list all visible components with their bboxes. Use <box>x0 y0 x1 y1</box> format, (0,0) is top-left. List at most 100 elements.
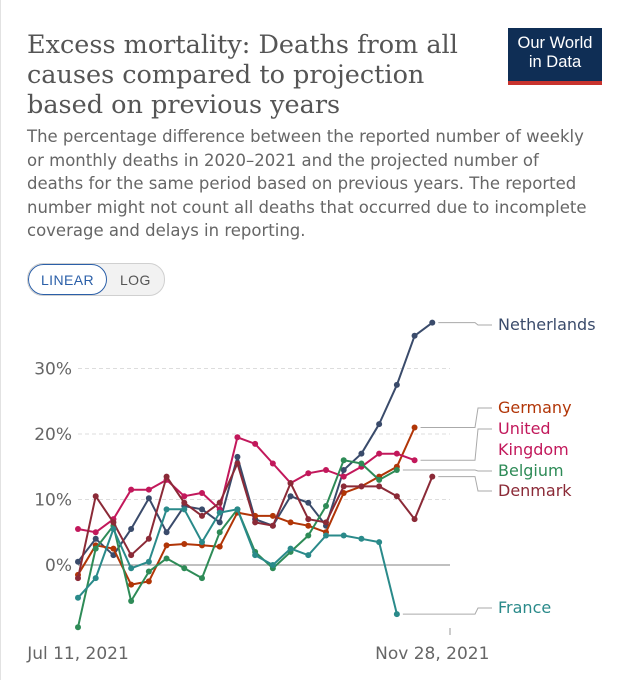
data-point <box>340 457 347 464</box>
data-point <box>75 558 81 565</box>
data-point <box>216 543 223 550</box>
data-point <box>269 512 276 519</box>
data-point <box>163 542 170 549</box>
data-point <box>145 568 152 575</box>
data-point <box>340 532 347 539</box>
data-point <box>340 473 347 480</box>
data-point <box>305 552 312 559</box>
data-point <box>145 495 152 502</box>
x-tick-label: Jul 11, 2021 <box>26 644 129 664</box>
data-point <box>411 424 418 431</box>
data-point <box>305 499 312 506</box>
logo-line-1: Our World <box>517 34 593 52</box>
data-point <box>181 565 188 572</box>
data-point <box>181 499 188 506</box>
data-point <box>393 467 400 474</box>
data-point <box>199 575 205 582</box>
data-point <box>128 581 135 588</box>
data-point <box>252 440 259 447</box>
data-point <box>287 519 294 526</box>
data-point <box>393 381 400 388</box>
data-point <box>269 460 276 467</box>
series-label: Germany <box>498 398 572 417</box>
data-point <box>110 525 117 532</box>
data-point <box>163 506 170 513</box>
owid-logo[interactable]: Our World in Data <box>508 28 602 85</box>
data-point <box>145 486 152 493</box>
data-point <box>305 522 312 529</box>
data-point <box>429 319 436 326</box>
chart-subtitle: The percentage difference between the re… <box>27 127 587 240</box>
data-point <box>411 332 418 339</box>
data-point <box>269 562 276 568</box>
y-tick-label: 0% <box>45 556 72 576</box>
data-point <box>393 611 400 618</box>
data-point <box>199 506 205 513</box>
data-point <box>216 509 223 516</box>
data-point <box>128 525 135 532</box>
data-point <box>340 483 347 490</box>
data-point <box>181 541 188 548</box>
linear-scale-button[interactable]: LINEAR <box>28 264 107 295</box>
data-point <box>376 421 383 428</box>
data-point <box>376 450 383 457</box>
data-point <box>163 473 170 480</box>
data-point <box>305 470 312 477</box>
series-label: France <box>498 598 551 617</box>
data-point <box>411 457 418 464</box>
data-point <box>234 460 241 467</box>
data-point <box>216 519 223 526</box>
data-point <box>145 558 152 565</box>
data-point <box>75 594 81 601</box>
data-point <box>128 598 135 605</box>
data-point <box>287 480 294 487</box>
data-point <box>110 545 117 552</box>
data-point <box>305 532 312 539</box>
data-point <box>92 493 99 500</box>
data-point <box>358 535 365 542</box>
logo-line-2: in Data <box>528 53 582 71</box>
label-connector <box>420 428 492 461</box>
data-point <box>393 493 400 500</box>
data-point <box>411 516 418 523</box>
label-connector <box>402 607 492 615</box>
data-point <box>269 522 276 529</box>
data-point <box>358 483 365 490</box>
data-point <box>323 503 329 510</box>
data-point <box>305 516 312 523</box>
data-point <box>252 552 259 559</box>
data-point <box>429 473 436 480</box>
series-label: Denmark <box>498 481 572 500</box>
data-point <box>181 493 188 500</box>
data-point <box>92 545 99 552</box>
data-point <box>75 624 81 631</box>
data-point <box>340 467 347 474</box>
data-point <box>163 555 170 562</box>
log-scale-button[interactable]: LOG <box>119 271 151 288</box>
data-point <box>199 489 205 496</box>
data-point <box>75 575 81 582</box>
data-point <box>145 578 152 585</box>
data-point <box>199 539 205 546</box>
series-label: Belgium <box>498 461 564 480</box>
scale-toggle: LINEAR LOG <box>27 263 165 296</box>
series-line-5 <box>77 508 398 615</box>
data-point <box>287 493 294 500</box>
line-chart: 0% 10% 20% 30% Jul 11, 2021 Nov 28, 2021 Nethe… <box>26 315 595 664</box>
chart-title: Excess mortality: Deaths from all causes… <box>27 30 458 120</box>
label-connector <box>438 476 492 492</box>
data-point <box>252 519 259 526</box>
label-connector <box>438 322 492 326</box>
label-connector <box>420 407 492 428</box>
data-point <box>216 529 223 536</box>
data-point <box>145 535 152 542</box>
data-point <box>234 453 241 460</box>
label-connector <box>402 469 492 472</box>
data-point <box>376 476 383 483</box>
data-point <box>128 486 135 493</box>
y-tick-label: 20% <box>34 425 72 445</box>
data-point <box>110 519 117 526</box>
data-point <box>393 450 400 457</box>
data-point <box>216 499 223 506</box>
